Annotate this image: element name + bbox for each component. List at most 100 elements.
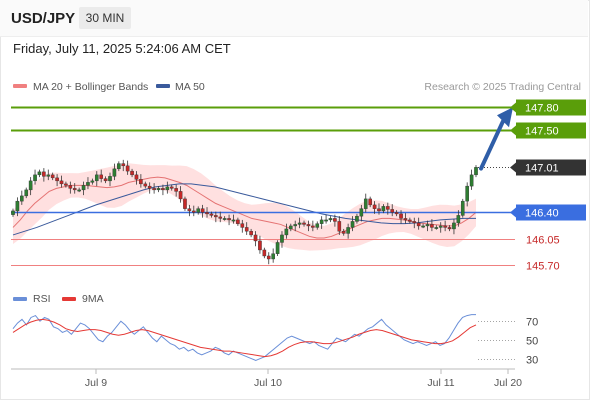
time-tick-label: Jul 9 (85, 377, 107, 389)
rsi-tick-label: 50 (526, 336, 538, 348)
candle-up (108, 176, 112, 182)
ma20-line (12, 176, 477, 239)
candle-down (152, 188, 156, 191)
candle-up (421, 225, 425, 228)
candle-down (372, 204, 377, 209)
candle-up (112, 168, 117, 177)
candle-up (297, 222, 302, 225)
candle-down (187, 208, 192, 212)
legend-rsi-label: RSI (33, 293, 51, 305)
ma50-line (12, 183, 476, 236)
candle-down (55, 177, 59, 182)
candle-down (42, 171, 46, 177)
level-pointer (510, 207, 516, 218)
candle-down (240, 223, 245, 228)
candle-up (11, 210, 15, 215)
level-box-pivot (516, 204, 586, 221)
candle-up (438, 225, 443, 228)
candle-down (178, 191, 183, 200)
candle-down (399, 213, 403, 219)
candle-up (328, 218, 333, 221)
candle-up (86, 182, 90, 186)
candle-down (306, 224, 311, 227)
candle-down (244, 227, 249, 232)
candle-down (416, 222, 421, 227)
candle-up (346, 227, 350, 234)
candle-up (90, 180, 95, 183)
candle-down (161, 188, 165, 191)
candle-down (209, 213, 214, 216)
candle-up (381, 206, 386, 212)
candle-up (293, 224, 298, 227)
candle-down (218, 216, 223, 219)
candle-down (174, 188, 178, 192)
candle-up (165, 186, 170, 191)
candle-up (117, 163, 121, 170)
level-label: 146.05 (526, 235, 560, 247)
candle-down (183, 198, 187, 209)
candle-up (94, 174, 99, 182)
chart-header: USD/JPY 30 MIN (0, 0, 588, 37)
candle-down (139, 179, 143, 185)
candle-down (125, 165, 130, 172)
candle-up (275, 242, 280, 254)
legend-ma50-swatch (156, 84, 170, 88)
candle-down (169, 186, 174, 189)
candle-up (77, 189, 81, 192)
candle-down (430, 224, 434, 228)
level-box-current (516, 159, 586, 176)
candle-up (319, 219, 324, 224)
candle-down (341, 230, 346, 234)
level-label: 147.50 (525, 126, 559, 138)
candle-down (253, 234, 258, 242)
candle-up (452, 222, 456, 230)
time-tick-label: Jul 20 (494, 377, 522, 389)
candle-down (408, 219, 412, 222)
bollinger-band (13, 163, 476, 251)
candle-down (337, 221, 342, 232)
level-label: 146.40 (525, 208, 559, 220)
candle-up (222, 218, 227, 220)
projection-arrow-shaft (479, 119, 505, 171)
candle-up (469, 174, 474, 187)
rsi-ma-line (12, 318, 477, 358)
candle-up (456, 215, 461, 224)
candle-up (324, 219, 328, 222)
candle-down (266, 255, 271, 260)
candle-down (103, 178, 108, 182)
timeframe-button[interactable]: 30 MIN (79, 7, 131, 29)
candle-down (249, 230, 253, 236)
candle-down (214, 215, 218, 218)
candle-up (20, 195, 24, 202)
chart-datetime: Friday, July 11, 2025 5:24:06 AM CET (13, 41, 231, 56)
candle-up (474, 167, 478, 176)
level-label: 147.01 (525, 163, 559, 175)
candle-up (363, 198, 368, 209)
candle-up (355, 215, 359, 222)
candle-up (33, 174, 37, 182)
candle-up (460, 200, 465, 216)
level-box-resistance (516, 122, 586, 139)
candle-up (434, 227, 439, 229)
candle-down (390, 209, 395, 213)
candle-down (121, 163, 126, 167)
candle-down (368, 198, 372, 206)
level-pointer (510, 102, 516, 113)
candle-up (315, 223, 320, 228)
rsi-tick-label: 70 (526, 317, 538, 329)
legend-9ma-swatch (62, 297, 76, 301)
projection-arrow-head (497, 107, 513, 128)
candle-up (15, 200, 20, 212)
candle-up (350, 221, 355, 228)
rsi-tick-label: 30 (526, 355, 538, 367)
candle-up (231, 219, 236, 222)
candle-down (134, 174, 139, 180)
candle-down (59, 180, 64, 185)
level-label: 145.70 (526, 261, 560, 273)
legend-ma50-label: MA 50 (175, 81, 205, 93)
level-box-resistance (516, 99, 586, 116)
candle-up (196, 208, 201, 213)
legend-ma20-label: MA 20 + Bollinger Bands (33, 81, 148, 93)
candle-down (227, 218, 231, 221)
